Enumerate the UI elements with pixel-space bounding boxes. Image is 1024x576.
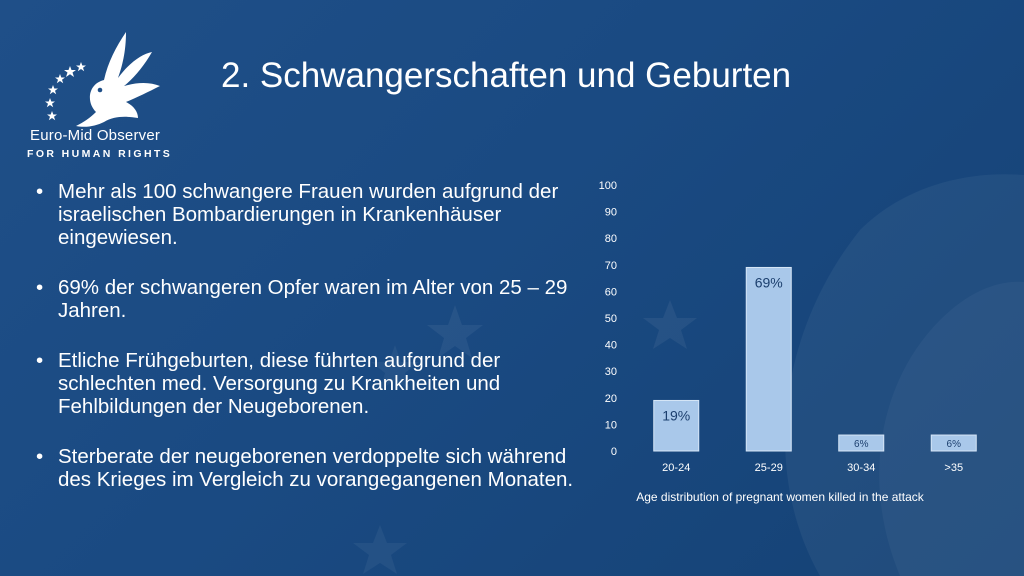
bullet-list: • Mehr als 100 schwangere Frauen wurden a… (36, 180, 576, 518)
dove-hand-stars-icon (45, 32, 160, 127)
y-tick-label: 10 (605, 419, 617, 431)
logo-tagline: FOR HUMAN RIGHTS (27, 148, 173, 160)
y-tick-label: 80 (605, 233, 617, 245)
bullet-text: Mehr als 100 schwangere Frauen wurden au… (58, 180, 559, 249)
bullet-text: Sterberate der neugeborenen verdoppelte … (58, 445, 574, 491)
bullet-text: 69% der schwangeren Opfer waren im Alter… (58, 276, 568, 322)
bar (838, 434, 885, 452)
bullet-dot-icon: • (36, 445, 44, 468)
y-tick-label: 50 (605, 313, 617, 325)
bar (653, 399, 700, 452)
bullet-dot-icon: • (36, 349, 44, 372)
y-tick-label: 100 (599, 180, 617, 192)
data-label: 69% (755, 274, 783, 290)
x-tick-label: >35 (944, 462, 963, 474)
y-tick-label: 60 (605, 286, 617, 298)
bar-chart: 0 10 20 30 40 50 60 70 80 90 100 19% 20-24 69% 25-29 6%… (599, 180, 977, 504)
y-tick-label: 0 (611, 446, 617, 458)
x-tick-label: 20-24 (662, 462, 690, 474)
bullet-item: • 69% der schwangeren Opfer waren im Alte… (36, 276, 576, 322)
data-label: 6% (947, 439, 962, 450)
y-tick-label: 20 (605, 393, 617, 405)
page-title: 2. Schwangerschaften und Geburten (221, 56, 792, 95)
x-tick-label: 30-34 (847, 462, 875, 474)
y-tick-label: 30 (605, 366, 617, 378)
bar (930, 434, 977, 452)
x-axis-label: Age distribution of pregnant women kille… (636, 490, 925, 504)
logo-name: Euro-Mid Observer (30, 127, 161, 144)
y-tick-label: 40 (605, 340, 617, 352)
bullet-text: Etliche Frühgeburten, diese führten aufg… (58, 349, 501, 418)
bullet-dot-icon: • (36, 276, 44, 299)
bar (745, 266, 792, 452)
y-tick-label: 90 (605, 207, 617, 219)
bullet-item: • Mehr als 100 schwangere Frauen wurden a… (36, 180, 576, 249)
bullet-item: • Sterberate der neugeborenen verdoppelte… (36, 445, 576, 491)
y-tick-label: 70 (605, 260, 617, 272)
bullet-item: • Etliche Frühgeburten, diese führten auf… (36, 349, 576, 418)
x-tick-label: 25-29 (755, 462, 783, 474)
bullet-dot-icon: • (36, 180, 44, 203)
data-label: 19% (662, 407, 690, 423)
data-label: 6% (854, 439, 869, 450)
